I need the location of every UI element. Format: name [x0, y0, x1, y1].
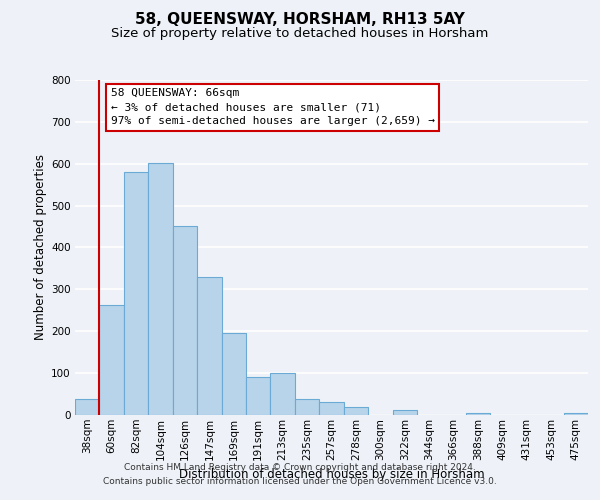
Text: 58 QUEENSWAY: 66sqm
← 3% of detached houses are smaller (71)
97% of semi-detache: 58 QUEENSWAY: 66sqm ← 3% of detached hou…	[111, 88, 435, 126]
Bar	[75, 399, 100, 415]
Text: 58, QUEENSWAY, HORSHAM, RH13 5AY: 58, QUEENSWAY, HORSHAM, RH13 5AY	[135, 12, 465, 28]
Bar	[319, 402, 344, 415]
Bar	[124, 172, 148, 415]
Bar	[295, 399, 319, 415]
Y-axis label: Number of detached properties: Number of detached properties	[34, 154, 47, 340]
Bar	[100, 305, 124, 415]
X-axis label: Distribution of detached houses by size in Horsham: Distribution of detached houses by size …	[179, 468, 484, 481]
Bar	[173, 226, 197, 415]
Bar	[466, 413, 490, 415]
Text: Contains public sector information licensed under the Open Government Licence v3: Contains public sector information licen…	[103, 478, 497, 486]
Bar	[221, 333, 246, 415]
Bar	[246, 377, 271, 415]
Bar	[148, 164, 173, 415]
Text: Contains HM Land Registry data © Crown copyright and database right 2024.: Contains HM Land Registry data © Crown c…	[124, 462, 476, 471]
Bar	[392, 410, 417, 415]
Bar	[197, 277, 221, 415]
Bar	[271, 373, 295, 415]
Bar	[344, 407, 368, 415]
Text: Size of property relative to detached houses in Horsham: Size of property relative to detached ho…	[112, 28, 488, 40]
Bar	[563, 413, 588, 415]
